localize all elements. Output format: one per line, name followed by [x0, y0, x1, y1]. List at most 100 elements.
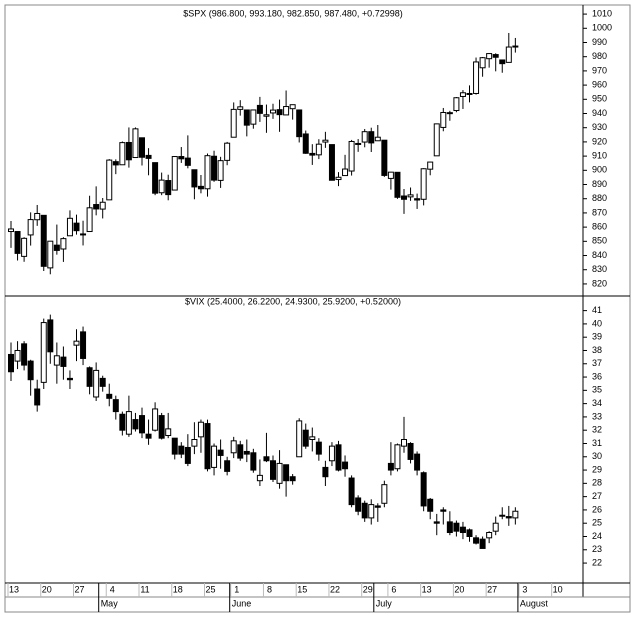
y-tick-label: 900: [592, 165, 607, 175]
candle-body: [296, 420, 303, 458]
candle-body: [125, 411, 132, 435]
candle-body: [446, 112, 453, 115]
candle-body: [60, 238, 67, 250]
candle-body: [309, 152, 316, 156]
candle-body: [80, 331, 87, 359]
candle-body: [80, 233, 87, 236]
candle-body: [433, 123, 440, 157]
candle-body: [427, 498, 434, 512]
candle-body: [276, 462, 283, 484]
candle-body: [479, 538, 486, 549]
candle-body: [394, 171, 401, 198]
candle-body: [250, 109, 257, 125]
y-tick-label: 32: [592, 425, 602, 435]
candle-body: [374, 505, 381, 508]
y-tick-label: 36: [592, 371, 602, 381]
candle-body: [394, 444, 401, 470]
y-tick-label: 29: [592, 464, 602, 474]
y-tick-label: 910: [592, 150, 607, 160]
candle-body: [440, 509, 447, 512]
candle-body: [125, 141, 132, 161]
candle-body: [374, 136, 381, 142]
candle-body: [289, 476, 296, 482]
candle-body: [224, 142, 231, 161]
x-tick-label: 3: [522, 584, 527, 594]
candle-body: [276, 109, 283, 116]
candle-body: [243, 109, 250, 126]
candle-body: [466, 529, 473, 537]
candle-body: [211, 155, 218, 181]
month-label: July: [376, 598, 393, 608]
candle-body: [309, 436, 316, 440]
candle-body: [171, 437, 178, 455]
candle-body: [466, 92, 473, 95]
candle-body: [112, 161, 119, 166]
candle-body: [21, 237, 28, 257]
x-tick-label: 11: [140, 584, 149, 594]
month-label: June: [232, 598, 252, 608]
candle-body: [486, 53, 493, 60]
candle-body: [53, 355, 60, 366]
candle-body: [145, 154, 152, 159]
candle-body: [420, 168, 427, 200]
candle-body: [106, 159, 113, 201]
y-tick-label: 980: [592, 51, 607, 61]
candle-body: [171, 156, 178, 191]
candle-body: [230, 440, 237, 454]
candle-body: [99, 201, 106, 210]
candle-body: [427, 161, 434, 170]
y-tick-label: 22: [592, 557, 602, 567]
candle-body: [66, 217, 73, 237]
candle-body: [387, 171, 394, 179]
candle-body: [492, 522, 499, 532]
candle-body: [505, 46, 512, 63]
candle-body: [53, 244, 60, 251]
candle-body: [420, 472, 427, 507]
y-tick-label: 960: [592, 79, 607, 89]
candle-body: [401, 195, 407, 200]
candle-body: [40, 214, 47, 267]
x-tick-label: 15: [297, 584, 307, 594]
candle-body: [197, 185, 204, 190]
candle-body: [499, 59, 506, 65]
candle-body: [119, 142, 126, 166]
candle-body: [492, 54, 499, 58]
candle-body: [473, 61, 480, 94]
candle-body: [27, 219, 34, 236]
y-tick-label: 880: [592, 193, 607, 203]
candle-body: [47, 319, 54, 353]
x-tick-label: 1: [234, 584, 239, 594]
candle-body: [93, 369, 100, 398]
y-tick-label: 33: [592, 411, 602, 421]
chart-title: $VIX (25.4000, 26.2200, 24.9300, 25.9200…: [185, 296, 401, 306]
candle-body: [322, 466, 329, 478]
candle-body: [342, 461, 349, 470]
candle-body: [99, 377, 106, 387]
y-tick-label: 24: [592, 531, 602, 541]
y-tick-label: 28: [592, 478, 602, 488]
candle-body: [446, 521, 453, 534]
y-tick-label: 830: [592, 264, 607, 274]
candle-body: [433, 521, 440, 524]
candle-body: [93, 204, 100, 210]
y-tick-label: 26: [592, 504, 602, 514]
candle-body: [453, 97, 460, 112]
candle-body: [459, 92, 466, 97]
candle-body: [158, 179, 165, 194]
x-tick-label: 6: [391, 584, 396, 594]
candle-body: [119, 413, 126, 431]
candle-body: [263, 114, 270, 117]
candle-body: [414, 198, 421, 201]
candle-body: [145, 433, 152, 439]
chart-title: $SPX (986.800, 993.180, 982.850, 987.480…: [183, 8, 402, 18]
candle-body: [473, 537, 480, 544]
y-tick-label: 820: [592, 278, 607, 288]
y-tick-label: 38: [592, 345, 602, 355]
x-tick-label: 27: [487, 584, 497, 594]
candle-body: [355, 497, 362, 512]
candle-body: [315, 441, 322, 455]
candle-body: [73, 340, 80, 346]
x-tick-label: 29: [363, 584, 373, 594]
month-label: August: [520, 598, 549, 608]
